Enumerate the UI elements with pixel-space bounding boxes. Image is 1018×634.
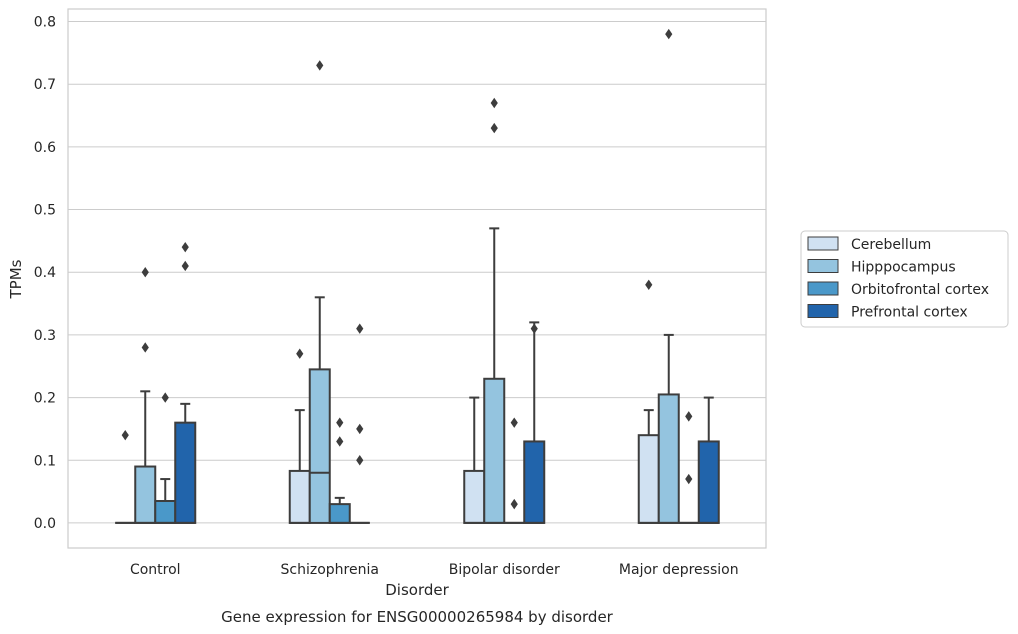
box: [328, 503, 351, 524]
box-0-2: [154, 392, 177, 524]
x-tick-label: Major depression: [619, 562, 739, 578]
outlier-point: [356, 423, 364, 435]
y-tick-label: 0.4: [34, 265, 56, 281]
plot-frame: [67, 8, 767, 549]
outlier-point: [161, 392, 169, 403]
outlier-point: [685, 473, 693, 485]
box-1-1: [308, 60, 331, 524]
chart-caption: Gene expression for ENSG00000265984 by d…: [221, 608, 614, 626]
outlier-point: [181, 241, 189, 253]
x-tick-label: Bipolar disorder: [449, 562, 560, 578]
outlier-point: [490, 122, 498, 134]
outlier-point: [181, 260, 189, 272]
outlier-point: [141, 267, 149, 278]
legend-swatch: [807, 259, 839, 273]
outlier-point: [510, 417, 518, 428]
legend-frame: [800, 230, 1009, 328]
outlier-point: [356, 323, 364, 334]
y-tick-label: 0.2: [34, 391, 56, 407]
y-tick-label: 0.5: [34, 203, 56, 219]
box: [483, 377, 506, 524]
x-tick-label: Control: [130, 562, 181, 578]
y-axis-title: TPMs: [7, 259, 25, 299]
y-tick-label: 0.3: [34, 328, 56, 344]
box: [288, 469, 311, 524]
box-2-0: [463, 396, 486, 524]
outlier-point: [685, 411, 693, 422]
outlier-point: [665, 28, 673, 40]
outlier-point: [530, 323, 538, 334]
box-groups: [115, 28, 720, 524]
box-0-0: [115, 429, 136, 524]
box-2-1: [483, 97, 506, 524]
box: [154, 499, 177, 524]
y-tick-label: 0.1: [34, 453, 56, 469]
y-tick-label: 0.8: [34, 15, 56, 31]
legend-swatch: [807, 304, 839, 318]
legend-label: Hipppocampus: [851, 260, 956, 276]
outlier-point: [296, 348, 304, 359]
legend-swatch: [807, 236, 839, 251]
box: [637, 434, 660, 524]
box: [134, 465, 157, 524]
outlier-point: [336, 436, 344, 447]
x-tick-labels: Control Schizophrenia Bipolar disorder Majo…: [130, 562, 739, 578]
outlier-point: [510, 498, 518, 510]
legend-label: Orbitofrontal cortex: [851, 282, 989, 298]
box: [523, 440, 546, 524]
box: [174, 421, 197, 524]
x-tick-label: Schizophrenia: [281, 562, 379, 578]
box: [463, 469, 486, 524]
outlier-point: [490, 97, 498, 109]
x-axis-title: Disorder: [385, 581, 449, 599]
box-3-3: [697, 396, 720, 524]
y-tick-label: 0.7: [34, 77, 56, 93]
outlier-point: [141, 342, 149, 353]
box: [697, 440, 720, 524]
outlier-point: [356, 455, 364, 466]
legend-swatch: [807, 281, 839, 296]
outlier-point: [316, 60, 324, 71]
box: [657, 393, 680, 524]
box-1-0: [288, 348, 311, 524]
legend: Cerebellum Hipppocampus Orbitofrontal cort…: [800, 230, 1009, 328]
outlier-point: [336, 417, 344, 428]
y-tick-labels: 0.0 0.1 0.2 0.3 0.4 0.5 0.6 0.7 0.8: [34, 15, 56, 532]
box-1-3: [349, 323, 370, 524]
box-1-2: [328, 417, 351, 524]
y-tick-label: 0.6: [34, 140, 56, 156]
legend-label: Prefrontal cortex: [851, 305, 968, 321]
outlier-point: [121, 429, 129, 441]
box-3-0: [637, 279, 660, 524]
box: [308, 368, 331, 524]
legend-label: Cerebellum: [851, 237, 931, 253]
box-3-2: [678, 411, 699, 524]
box-0-3: [174, 241, 197, 524]
box-0-1: [134, 267, 157, 524]
box-3-1: [657, 28, 680, 524]
y-tick-label: 0.0: [34, 516, 56, 532]
outlier-point: [645, 279, 653, 290]
box-2-3: [523, 321, 546, 524]
box-2-2: [504, 417, 525, 524]
